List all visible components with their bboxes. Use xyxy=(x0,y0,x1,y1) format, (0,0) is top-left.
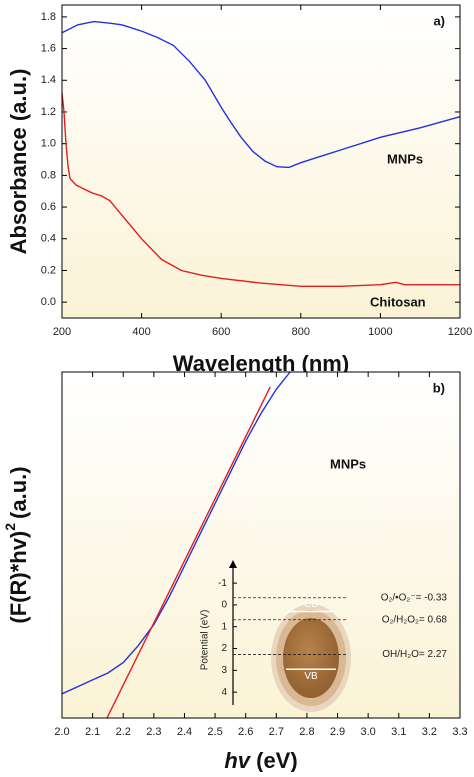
plot-area xyxy=(62,372,460,718)
x-axis-unit: (eV) xyxy=(256,748,298,772)
x-tick-label: 2.8 xyxy=(299,726,314,738)
y-axis-title: (F(R)*hv)2 (a.u.) xyxy=(2,466,31,623)
plot-frame xyxy=(61,371,461,719)
x-tick-label: 2.1 xyxy=(85,726,100,738)
level-label: OH/H₂O= 2.27 xyxy=(382,649,447,660)
inset-axis-arrow xyxy=(229,560,237,568)
inset-axis-title: Potential (eV) xyxy=(200,610,211,671)
inset-tick-label: 0 xyxy=(221,600,227,611)
y-tick-label: 1.2 xyxy=(41,106,56,118)
y-tick-label: 1.0 xyxy=(41,138,56,150)
x-tick-label: 1200 xyxy=(448,326,472,338)
annotation: b) xyxy=(433,380,445,395)
x-tick-label: 3.0 xyxy=(361,726,376,738)
y-tick-label: 0.2 xyxy=(41,264,56,276)
data-line xyxy=(106,386,271,719)
y-tick-label: 0.6 xyxy=(41,201,56,213)
data-line xyxy=(61,20,461,169)
y-axis-unit: (a.u.) xyxy=(6,466,31,519)
annotation: Chitosan xyxy=(370,294,426,309)
y-tick-label: 1.6 xyxy=(41,42,56,54)
x-tick-label: 2.6 xyxy=(238,726,253,738)
particle xyxy=(283,618,339,698)
level-label: O₂/•O₂⁻= -0.33 xyxy=(381,592,448,603)
x-tick-label: 2.7 xyxy=(269,726,284,738)
y-tick-label: 1.8 xyxy=(41,11,56,23)
y-axis-main: Absorbance (a.u.) xyxy=(6,69,31,255)
level-label: O₂/H₂O₂= 0.68 xyxy=(382,614,448,625)
data-line xyxy=(61,371,291,695)
cb-label: CB xyxy=(304,599,318,610)
y-axis-title: Absorbance (a.u.) xyxy=(6,69,31,255)
y-axis-sup: 2 xyxy=(2,523,18,531)
x-tick-label: 3.2 xyxy=(422,726,437,738)
x-tick-label: 800 xyxy=(292,326,310,338)
inset-tick-label: 4 xyxy=(221,687,227,698)
x-tick-label: 2.4 xyxy=(177,726,192,738)
inset-tick-label: 2 xyxy=(221,643,227,654)
inset-tick-label: -1 xyxy=(218,578,227,589)
x-tick-label: 2.0 xyxy=(54,726,69,738)
x-tick-label: 3.3 xyxy=(452,726,467,738)
y-tick-label: 0.0 xyxy=(41,296,56,308)
x-tick-label: 2.5 xyxy=(207,726,222,738)
y-axis-main: (F(R)*hv) xyxy=(6,531,31,624)
annotation: a) xyxy=(433,13,445,28)
plot-frame xyxy=(61,4,461,319)
annotation: MNPs xyxy=(387,151,423,166)
x-tick-label: 600 xyxy=(212,326,230,338)
x-tick-label: 2.2 xyxy=(116,726,131,738)
data-line xyxy=(61,92,460,287)
y-tick-label: 0.8 xyxy=(41,169,56,181)
vb-label: VB xyxy=(304,671,318,682)
inset-tick-label: 3 xyxy=(221,665,227,676)
inset-tick-label: 1 xyxy=(221,621,227,632)
x-tick-label: 3.1 xyxy=(391,726,406,738)
x-tick-label: 400 xyxy=(132,326,150,338)
x-tick-label: 1000 xyxy=(368,326,392,338)
annotation: MNPs xyxy=(330,456,366,471)
y-tick-label: 1.4 xyxy=(41,74,56,86)
y-tick-label: 0.4 xyxy=(41,233,56,245)
x-tick-label: 2.9 xyxy=(330,726,345,738)
plot-area xyxy=(62,5,460,318)
x-tick-label: 2.3 xyxy=(146,726,161,738)
x-axis-symbol: hv xyxy=(224,748,251,772)
x-axis-title: hv (eV) xyxy=(224,748,297,772)
x-tick-label: 200 xyxy=(53,326,71,338)
